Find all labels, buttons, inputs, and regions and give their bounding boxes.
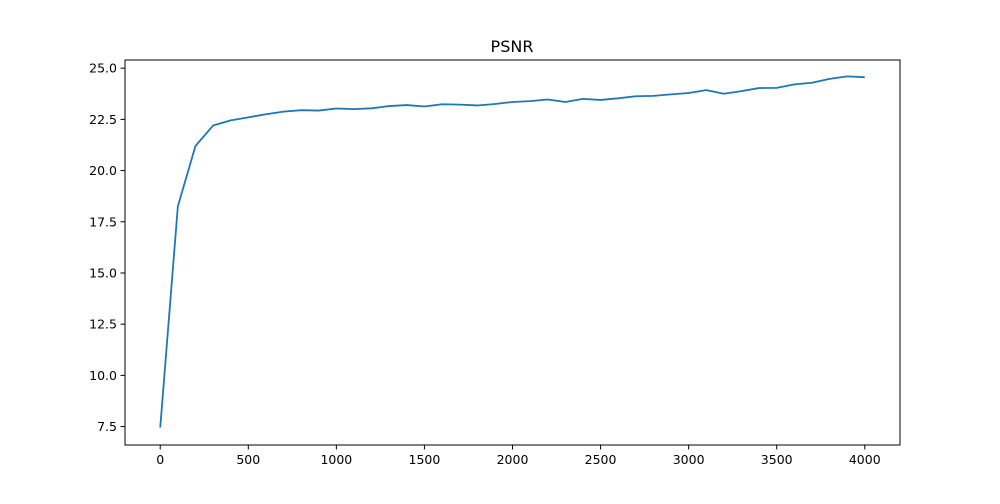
y-tick-label: 25.0 (89, 61, 117, 76)
chart-title: PSNR (491, 37, 534, 56)
y-tick-label: 15.0 (89, 265, 117, 280)
x-tick-label: 3000 (673, 452, 705, 467)
y-tick-label: 10.0 (89, 368, 117, 383)
y-tick-label: 22.5 (89, 112, 117, 127)
plot-area: 0 500 1000 1500 2000 2500 3000 3500 4000 7.5 10.0 1… (89, 60, 900, 467)
x-tick-label: 2500 (585, 452, 617, 467)
x-tick-label: 1000 (320, 452, 352, 467)
x-tick-label: 3500 (761, 452, 793, 467)
y-tick-label: 20.0 (89, 163, 117, 178)
y-tick-label: 12.5 (89, 317, 117, 332)
x-tick-label: 500 (236, 452, 260, 467)
x-tick-label: 1500 (409, 452, 441, 467)
x-tick-label: 0 (156, 452, 164, 467)
y-tick-label: 17.5 (89, 214, 117, 229)
psnr-series-line (160, 76, 865, 427)
x-tick-label: 2000 (497, 452, 529, 467)
x-tick-label: 4000 (849, 452, 881, 467)
y-tick-label: 7.5 (97, 419, 117, 434)
